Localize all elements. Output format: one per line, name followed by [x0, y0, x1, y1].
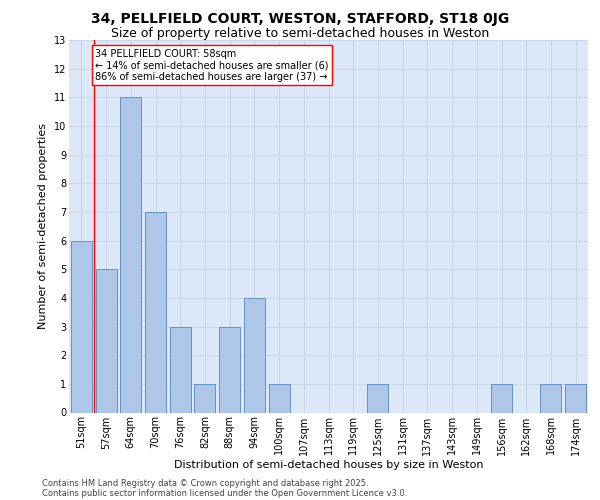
Text: Contains HM Land Registry data © Crown copyright and database right 2025.: Contains HM Land Registry data © Crown c…	[42, 478, 368, 488]
Bar	[71, 240, 92, 412]
X-axis label: Distribution of semi-detached houses by size in Weston: Distribution of semi-detached houses by …	[174, 460, 483, 470]
Bar	[367, 384, 388, 412]
Text: 34, PELLFIELD COURT, WESTON, STAFFORD, ST18 0JG: 34, PELLFIELD COURT, WESTON, STAFFORD, S…	[91, 12, 509, 26]
Text: 34 PELLFIELD COURT: 58sqm
← 14% of semi-detached houses are smaller (6)
86% of s: 34 PELLFIELD COURT: 58sqm ← 14% of semi-…	[95, 48, 328, 82]
Bar	[120, 98, 141, 412]
Bar	[194, 384, 215, 412]
Bar	[219, 326, 240, 412]
Bar	[170, 326, 191, 412]
Bar	[244, 298, 265, 412]
Bar	[565, 384, 586, 412]
Bar	[541, 384, 562, 412]
Bar	[269, 384, 290, 412]
Text: Contains public sector information licensed under the Open Government Licence v3: Contains public sector information licen…	[42, 488, 407, 498]
Text: Size of property relative to semi-detached houses in Weston: Size of property relative to semi-detach…	[111, 28, 489, 40]
Bar	[145, 212, 166, 412]
Bar	[95, 269, 116, 412]
Y-axis label: Number of semi-detached properties: Number of semi-detached properties	[38, 123, 48, 329]
Bar	[491, 384, 512, 412]
